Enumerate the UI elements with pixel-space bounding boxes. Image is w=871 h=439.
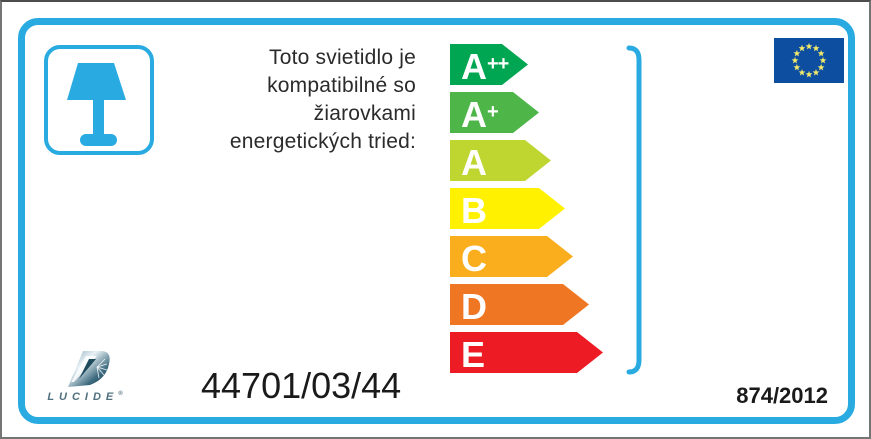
label-border [18, 18, 855, 424]
energy-class-letter: A+ [461, 94, 498, 135]
energy-class-letter: D [461, 286, 487, 327]
bracket-shape [622, 40, 650, 385]
energy-class-letter: A++ [461, 46, 509, 87]
intro-line-1: Toto svietidlo je [269, 46, 416, 69]
lucide-logo: LUCIDE® [42, 350, 128, 414]
energy-class-letter: E [461, 334, 486, 375]
product-number: 44701/03/44 [201, 365, 402, 406]
lucide-wordmark: LUCIDE® [47, 391, 123, 403]
energy-class-arrow-d: D [450, 284, 589, 325]
energy-class-letter: C [461, 238, 487, 279]
intro-text: Toto svietidlo je kompatibilné so žiarov… [168, 44, 416, 156]
energy-class-arrow-c: C [450, 236, 573, 277]
energy-class-arrow-a: A [450, 140, 551, 181]
lucide-logo-icon [68, 351, 110, 387]
energy-class-letter: B [461, 190, 487, 231]
table-lamp-icon [67, 63, 126, 146]
lamp-pictogram-box [44, 45, 154, 155]
intro-line-4: energetických tried: [229, 130, 416, 153]
registered-mark: ® [118, 391, 123, 397]
eu-flag [774, 38, 844, 83]
energy-arrows: A++ A+ A B C D E [450, 44, 603, 380]
regulation-number: 874/2012 [736, 383, 828, 408]
eu-flag-icon [774, 38, 844, 83]
energy-class-arrow-app: A++ [450, 44, 528, 85]
intro-line-2: kompatibilné so [267, 74, 416, 97]
energy-class-arrow-ap: A+ [450, 92, 539, 133]
energy-class-arrow-b: B [450, 188, 565, 229]
intro-line-3: žiarovkami [313, 102, 416, 125]
energy-class-arrow-e: E [450, 332, 603, 373]
energy-class-letter: A [461, 142, 487, 183]
